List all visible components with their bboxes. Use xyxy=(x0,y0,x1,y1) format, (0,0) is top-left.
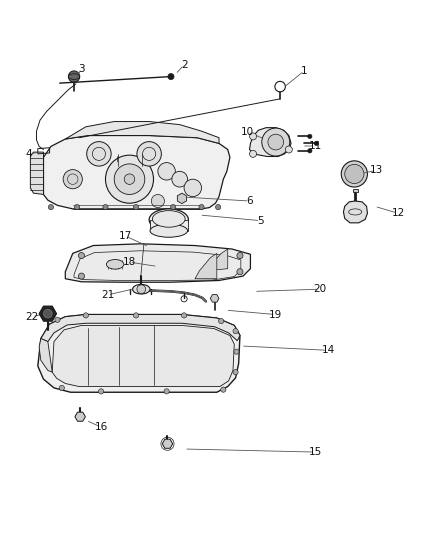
Polygon shape xyxy=(343,201,367,223)
Circle shape xyxy=(237,269,243,275)
Text: 15: 15 xyxy=(308,447,321,457)
Text: 21: 21 xyxy=(101,290,114,300)
Text: 20: 20 xyxy=(313,284,326,294)
Circle shape xyxy=(63,169,82,189)
Circle shape xyxy=(233,328,238,334)
Text: 17: 17 xyxy=(119,231,132,241)
Polygon shape xyxy=(38,314,240,392)
Circle shape xyxy=(168,74,174,79)
Polygon shape xyxy=(65,244,251,282)
Circle shape xyxy=(219,318,224,324)
Circle shape xyxy=(134,313,139,318)
Polygon shape xyxy=(162,439,173,448)
Circle shape xyxy=(341,161,367,187)
Circle shape xyxy=(137,285,146,294)
Text: 13: 13 xyxy=(370,165,383,175)
Ellipse shape xyxy=(106,260,124,269)
Polygon shape xyxy=(177,193,187,204)
Circle shape xyxy=(134,205,139,210)
Ellipse shape xyxy=(133,285,150,294)
Polygon shape xyxy=(75,412,85,421)
Circle shape xyxy=(124,174,135,184)
Circle shape xyxy=(237,253,243,259)
Text: 22: 22 xyxy=(25,312,39,322)
Ellipse shape xyxy=(152,211,185,227)
Text: 18: 18 xyxy=(123,257,136,267)
Circle shape xyxy=(106,155,153,203)
Circle shape xyxy=(233,369,238,375)
Circle shape xyxy=(215,205,221,210)
Polygon shape xyxy=(43,135,230,209)
Polygon shape xyxy=(195,253,217,279)
Text: 1: 1 xyxy=(301,66,307,76)
Text: 3: 3 xyxy=(78,64,85,74)
Text: 6: 6 xyxy=(246,196,253,206)
Polygon shape xyxy=(205,249,228,271)
Polygon shape xyxy=(353,189,358,192)
Circle shape xyxy=(158,163,175,180)
Ellipse shape xyxy=(149,209,188,231)
Circle shape xyxy=(137,142,161,166)
Circle shape xyxy=(68,71,80,82)
Circle shape xyxy=(43,309,52,318)
Circle shape xyxy=(250,150,257,157)
Circle shape xyxy=(268,134,284,150)
Text: 2: 2 xyxy=(181,60,187,70)
Circle shape xyxy=(307,134,312,139)
Polygon shape xyxy=(210,295,219,302)
Circle shape xyxy=(103,205,108,210)
Text: 5: 5 xyxy=(257,216,264,225)
Polygon shape xyxy=(65,122,219,143)
Circle shape xyxy=(199,205,204,210)
Polygon shape xyxy=(39,306,57,321)
Ellipse shape xyxy=(150,224,187,237)
Circle shape xyxy=(83,313,88,318)
Circle shape xyxy=(78,253,85,259)
Circle shape xyxy=(164,389,169,394)
Text: 12: 12 xyxy=(392,208,405,218)
Circle shape xyxy=(59,385,64,391)
Text: 10: 10 xyxy=(241,127,254,137)
Circle shape xyxy=(78,273,85,279)
Text: 4: 4 xyxy=(26,149,32,159)
Text: 14: 14 xyxy=(321,345,335,356)
Circle shape xyxy=(87,142,111,166)
Circle shape xyxy=(345,164,364,183)
Circle shape xyxy=(74,205,80,210)
Circle shape xyxy=(99,389,104,394)
Circle shape xyxy=(286,146,292,153)
Polygon shape xyxy=(250,128,291,157)
Text: 11: 11 xyxy=(308,141,321,151)
Circle shape xyxy=(55,317,60,322)
Circle shape xyxy=(172,171,187,187)
Circle shape xyxy=(314,141,318,146)
Text: 16: 16 xyxy=(95,422,108,432)
Circle shape xyxy=(221,387,226,392)
Polygon shape xyxy=(52,326,234,386)
Circle shape xyxy=(262,128,290,156)
Circle shape xyxy=(234,349,239,354)
Circle shape xyxy=(307,149,312,153)
Polygon shape xyxy=(30,152,43,195)
Circle shape xyxy=(151,195,164,207)
Polygon shape xyxy=(150,220,187,231)
Circle shape xyxy=(250,133,257,140)
Text: 19: 19 xyxy=(269,310,283,319)
Circle shape xyxy=(184,179,201,197)
Circle shape xyxy=(170,205,176,210)
Circle shape xyxy=(114,164,145,195)
Polygon shape xyxy=(41,314,240,342)
Circle shape xyxy=(48,205,53,210)
Circle shape xyxy=(181,313,187,318)
Polygon shape xyxy=(39,338,52,372)
